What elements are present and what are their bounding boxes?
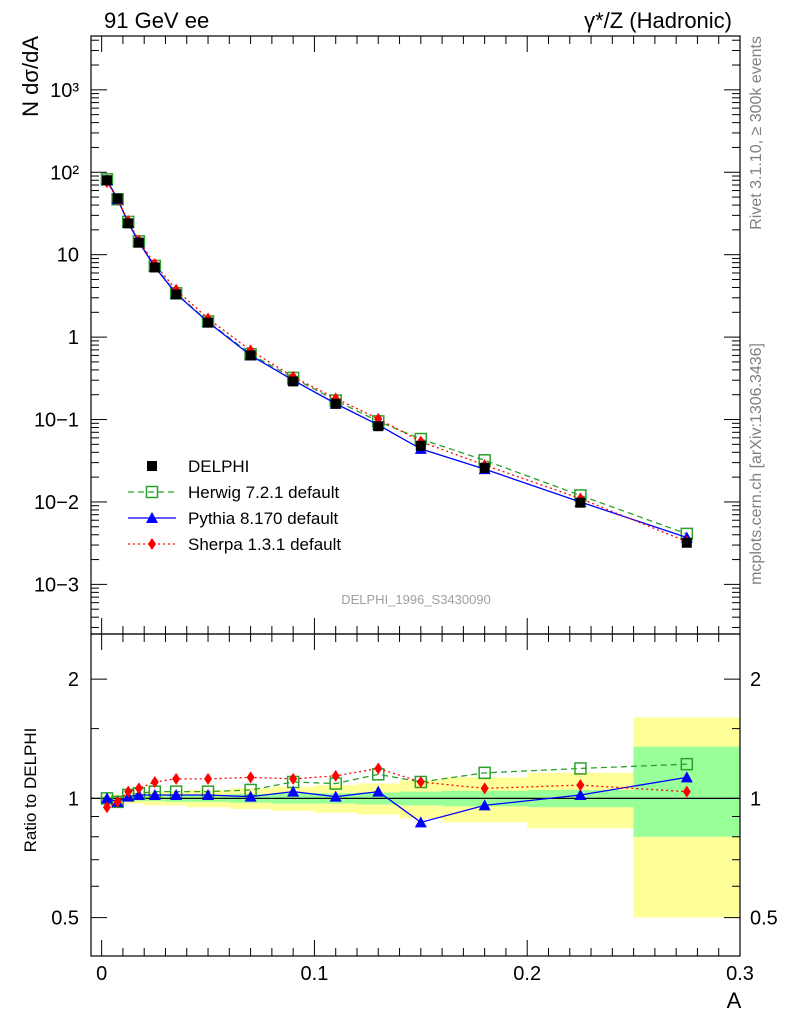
data-point bbox=[149, 262, 160, 273]
data-point bbox=[680, 771, 693, 783]
data-point bbox=[682, 785, 691, 798]
y-tick-label-right: 0.5 bbox=[750, 908, 778, 930]
data-point bbox=[289, 772, 298, 785]
legend-label: Pythia 8.170 default bbox=[188, 509, 339, 528]
data-point bbox=[331, 769, 340, 782]
data-point bbox=[101, 175, 112, 186]
data-point bbox=[372, 785, 385, 797]
y-tick-label-right: 2 bbox=[750, 669, 761, 691]
legend: DELPHI Herwig 7.2.1 default Pythia 8.170 d… bbox=[128, 457, 341, 554]
x-tick-label: 0.2 bbox=[513, 963, 541, 985]
data-point bbox=[479, 462, 490, 473]
data-point bbox=[244, 790, 257, 802]
data-point bbox=[246, 771, 255, 784]
legend-label: Sherpa 1.3.1 default bbox=[188, 535, 341, 554]
legend-label: Herwig 7.2.1 default bbox=[188, 483, 339, 502]
axes: 0 0.1 0.2 0.3 10−3 10−2 10−1 1 10 10² 10³ 0.5 0.5 1 1 2… bbox=[34, 35, 778, 985]
series-group bbox=[100, 173, 694, 828]
main-ylabel: N dσ/dA bbox=[18, 36, 43, 117]
data-point bbox=[145, 485, 159, 499]
data-point bbox=[150, 775, 159, 788]
y-tick-label: 10 bbox=[57, 245, 79, 267]
mcplots-label: mcplots.cern.ch [arXiv:1306.3436] bbox=[748, 343, 765, 585]
data-point bbox=[102, 801, 111, 814]
data-point bbox=[287, 785, 300, 797]
x-tick-label: 0.3 bbox=[726, 963, 754, 985]
x-axis-label: A bbox=[727, 988, 742, 1013]
ratio-frame bbox=[90, 633, 741, 957]
data-point bbox=[123, 218, 134, 229]
data-point bbox=[204, 772, 213, 785]
data-point bbox=[245, 350, 256, 361]
data-point bbox=[416, 775, 425, 788]
y-tick-label: 10−2 bbox=[34, 492, 79, 514]
y-tick-label-right: 1 bbox=[750, 788, 761, 810]
legend-label: DELPHI bbox=[188, 457, 249, 476]
data-point bbox=[202, 788, 215, 800]
x-tick-label: 0.1 bbox=[301, 963, 329, 985]
y-tick-label: 1 bbox=[68, 788, 79, 810]
y-tick-label: 2 bbox=[68, 669, 79, 691]
data-point bbox=[575, 497, 586, 508]
data-point bbox=[132, 788, 145, 800]
data-point bbox=[203, 317, 214, 328]
ratio-line-herwig bbox=[106, 763, 687, 803]
data-point bbox=[112, 193, 123, 204]
data-point bbox=[330, 398, 341, 409]
data-point bbox=[288, 376, 299, 387]
data-point bbox=[133, 237, 144, 248]
data-point bbox=[574, 788, 587, 800]
data-point bbox=[414, 816, 427, 828]
data-point bbox=[373, 421, 384, 432]
x-tick-label: 0 bbox=[96, 963, 107, 985]
data-point bbox=[146, 512, 158, 523]
data-point bbox=[681, 537, 692, 548]
series-line-herwig bbox=[106, 179, 688, 535]
y-tick-label: 10−1 bbox=[34, 410, 79, 432]
data-point bbox=[680, 757, 694, 771]
data-point bbox=[134, 782, 143, 795]
watermark: DELPHI_1996_S3430090 bbox=[341, 592, 491, 607]
data-point bbox=[172, 772, 181, 785]
y-tick-label: 10−3 bbox=[34, 574, 79, 596]
data-point bbox=[374, 762, 383, 775]
data-point bbox=[100, 792, 113, 804]
rivet-label: Rivet 3.1.10, ≥ 300k events bbox=[748, 36, 765, 230]
header-right: γ*/Z (Hadronic) bbox=[584, 8, 732, 33]
data-point bbox=[113, 795, 122, 808]
data-point bbox=[329, 790, 342, 802]
data-point bbox=[171, 289, 182, 300]
data-point bbox=[170, 788, 183, 800]
data-point bbox=[478, 799, 491, 811]
data-point bbox=[480, 782, 489, 795]
y-tick-label: 1 bbox=[68, 327, 79, 349]
data-point bbox=[148, 788, 161, 800]
data-point bbox=[124, 785, 133, 798]
y-tick-label: 0.5 bbox=[51, 908, 79, 930]
data-point bbox=[147, 461, 157, 471]
y-tick-label: 10² bbox=[50, 162, 79, 184]
y-tick-label: 10³ bbox=[50, 80, 79, 102]
data-point bbox=[576, 779, 585, 792]
data-point bbox=[574, 762, 587, 775]
data-point bbox=[415, 440, 426, 451]
data-point bbox=[148, 538, 156, 550]
ratio-ylabel: Ratio to DELPHI bbox=[21, 728, 40, 853]
header-left: 91 GeV ee bbox=[104, 8, 209, 33]
data-point bbox=[478, 766, 491, 780]
